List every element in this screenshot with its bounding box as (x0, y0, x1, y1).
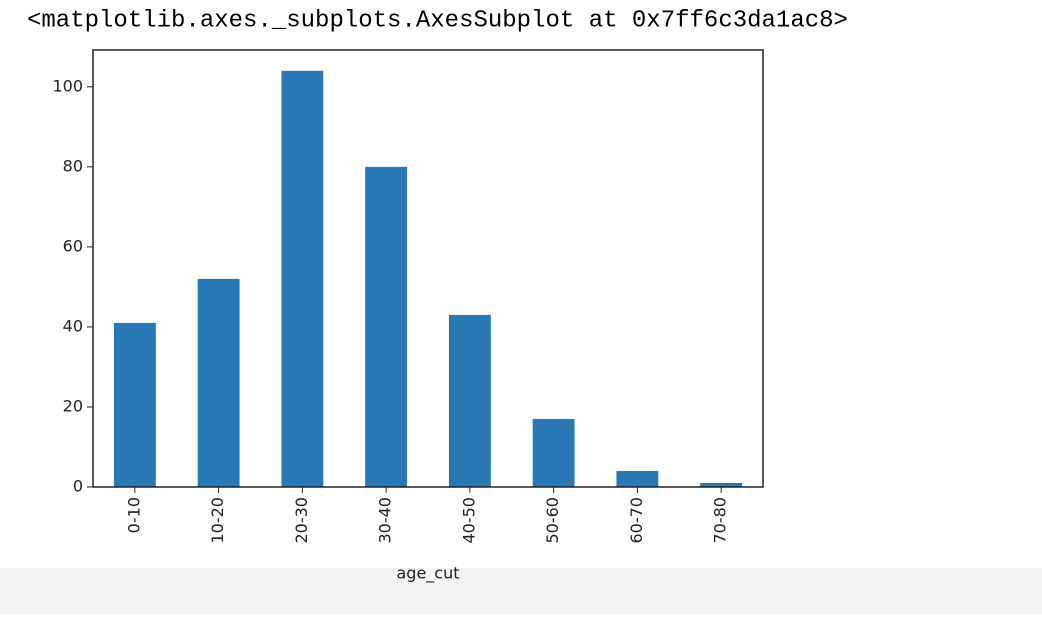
y-tick-label: 60 (63, 236, 83, 255)
x-tick-label: 50-60 (543, 497, 562, 544)
y-tick-label: 80 (63, 156, 83, 175)
bar (448, 314, 491, 487)
x-tick-label: 60-70 (627, 497, 646, 544)
y-tick-label: 20 (63, 396, 83, 415)
bar (365, 166, 408, 487)
x-tick-label: 30-40 (376, 497, 395, 544)
x-tick-label: 10-20 (208, 497, 227, 544)
bar (197, 278, 240, 487)
x-tick-label: 40-50 (459, 497, 478, 544)
bar (700, 482, 743, 487)
axes-frame (92, 49, 764, 488)
y-tick-label: 0 (73, 477, 83, 496)
y-tick-label: 100 (52, 76, 83, 95)
y-tick-label: 40 (63, 316, 83, 335)
cell-footer (0, 568, 1042, 614)
bar (616, 470, 659, 487)
x-axis-label: age_cut (396, 564, 459, 584)
bar (281, 70, 324, 488)
output-text: <matplotlib.axes._subplots.AxesSubplot a… (27, 7, 848, 34)
bar (532, 418, 575, 487)
x-tick-label: 20-30 (292, 497, 311, 544)
x-tick-label: 70-80 (711, 497, 730, 544)
x-tick-label: 0-10 (124, 497, 143, 533)
bar (113, 322, 156, 487)
